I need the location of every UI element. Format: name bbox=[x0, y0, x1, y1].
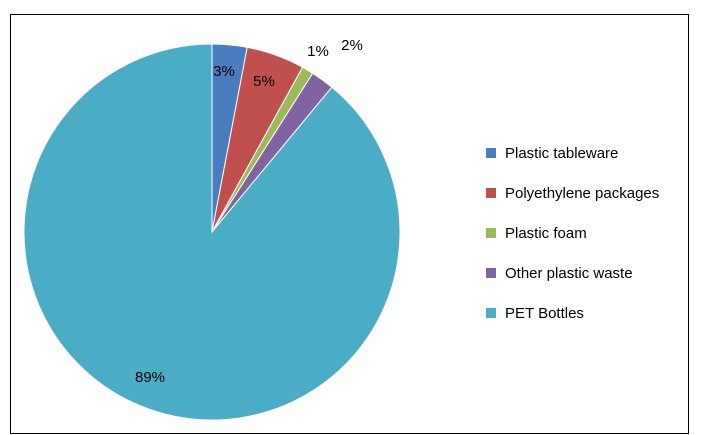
legend-swatch-plastic-foam bbox=[486, 228, 496, 238]
legend-swatch-plastic-tableware bbox=[486, 148, 496, 158]
legend-swatch-other-plastic-waste bbox=[486, 268, 496, 278]
data-label-other-plastic-waste: 2% bbox=[341, 37, 363, 54]
data-label-pet-bottles: 89% bbox=[135, 369, 165, 386]
pie-slice-pet-bottles bbox=[23, 43, 401, 421]
data-label-plastic-foam: 1% bbox=[307, 43, 329, 60]
legend-label-polyethylene-packages: Polyethylene packages bbox=[505, 185, 659, 202]
legend-label-other-plastic-waste: Other plastic waste bbox=[505, 265, 633, 282]
legend-swatch-polyethylene-packages bbox=[486, 188, 496, 198]
legend-label-plastic-tableware: Plastic tableware bbox=[505, 145, 618, 162]
data-label-polyethylene-packages: 5% bbox=[253, 73, 275, 90]
legend-label-plastic-foam: Plastic foam bbox=[505, 225, 587, 242]
legend-label-pet-bottles: PET Bottles bbox=[505, 305, 584, 322]
data-label-plastic-tableware: 3% bbox=[213, 63, 235, 80]
legend-swatch-pet-bottles bbox=[486, 308, 496, 318]
